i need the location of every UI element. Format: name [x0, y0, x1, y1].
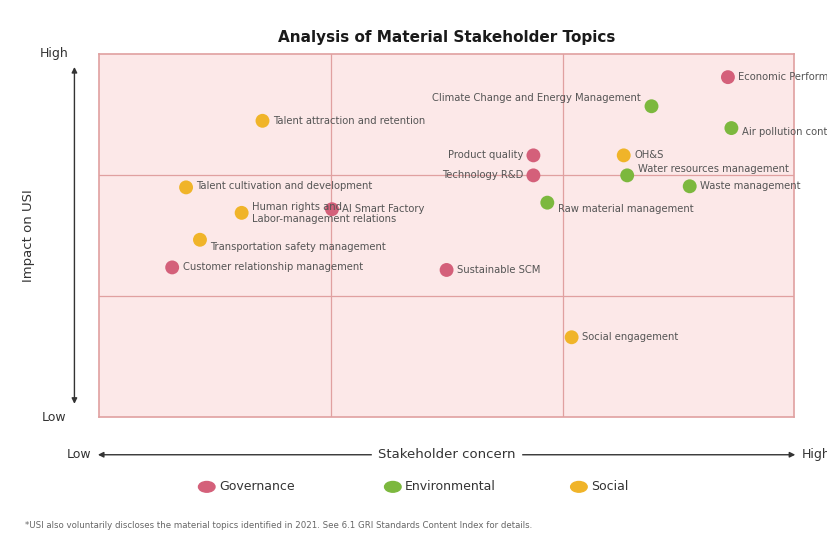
Point — [235, 209, 248, 217]
Text: Talent cultivation and development: Talent cultivation and development — [197, 180, 373, 190]
Text: Impact on USI: Impact on USI — [22, 189, 36, 282]
Text: Raw material management: Raw material management — [557, 204, 693, 214]
Text: *USI also voluntarily discloses the material topics identified in 2021. See 6.1 : *USI also voluntarily discloses the mate… — [25, 521, 532, 530]
Text: AI Smart Factory: AI Smart Factory — [342, 204, 425, 214]
Text: High: High — [40, 47, 68, 60]
Point — [527, 171, 540, 180]
Text: Social: Social — [591, 480, 629, 493]
Point — [724, 124, 738, 132]
Text: Air pollution control: Air pollution control — [742, 127, 827, 137]
Text: Governance: Governance — [219, 480, 294, 493]
Text: Low: Low — [41, 411, 66, 424]
Point — [645, 102, 658, 111]
Text: Technology R&D: Technology R&D — [442, 170, 523, 180]
Text: High: High — [802, 448, 827, 461]
Title: Analysis of Material Stakeholder Topics: Analysis of Material Stakeholder Topics — [278, 30, 615, 45]
Text: Climate Change and Energy Management: Climate Change and Energy Management — [433, 93, 641, 103]
Text: Transportation safety management: Transportation safety management — [210, 242, 386, 252]
Point — [325, 205, 338, 213]
Text: Environmental: Environmental — [405, 480, 496, 493]
Point — [721, 73, 734, 81]
Point — [194, 235, 207, 244]
Point — [683, 182, 696, 190]
Point — [565, 333, 578, 341]
Text: OH&S: OH&S — [634, 150, 663, 160]
Text: Sustainable SCM: Sustainable SCM — [457, 265, 540, 275]
Point — [620, 171, 633, 180]
Text: Economic Performance: Economic Performance — [739, 72, 827, 82]
Text: Stakeholder concern: Stakeholder concern — [378, 448, 515, 461]
Text: Social engagement: Social engagement — [582, 332, 678, 342]
Point — [527, 151, 540, 159]
Point — [256, 117, 269, 125]
Text: Product quality: Product quality — [447, 150, 523, 160]
Point — [165, 263, 179, 272]
Text: Customer relationship management: Customer relationship management — [183, 262, 363, 272]
Point — [179, 183, 193, 192]
Point — [541, 198, 554, 207]
Point — [440, 266, 453, 274]
Text: Water resources management: Water resources management — [638, 164, 788, 174]
Text: Talent attraction and retention: Talent attraction and retention — [273, 116, 425, 126]
Point — [617, 151, 630, 159]
Text: Human rights and
Labor-management relations: Human rights and Labor-management relati… — [252, 202, 396, 224]
Text: Waste management: Waste management — [700, 181, 801, 192]
Text: Low: Low — [66, 448, 91, 461]
